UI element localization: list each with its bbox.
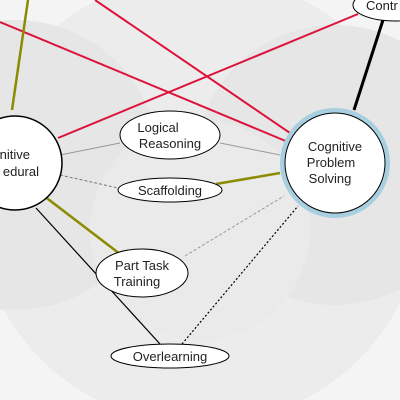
node-cognitive-problem-solving[interactable]: Cognitive Problem Solving <box>280 108 390 218</box>
edge-black-control-to-problem-solving <box>352 19 385 111</box>
edge-dashed-part-task-problem-solving <box>184 195 285 257</box>
node-logical-reasoning-shape <box>119 110 221 160</box>
node-logical-reasoning-label-1: Logical <box>137 120 178 135</box>
node-overlearning-label: Overlearning <box>133 349 207 364</box>
edge-olive-scaffolding-problem-solving <box>215 171 281 186</box>
edge-red-top-left-to-problem-solving <box>0 21 289 143</box>
node-overlearning[interactable]: Overlearning <box>110 343 230 369</box>
edge-gray-logical-problem-solving <box>219 142 281 156</box>
node-cognitive-procedural-label-1: nitive <box>0 147 30 162</box>
node-cognitive-procedural[interactable]: nitive edural <box>0 115 63 211</box>
edge-red-procedural-to-control <box>57 13 359 139</box>
node-part-task-training-label-2: Training <box>114 274 160 289</box>
node-logical-reasoning-label-2: Reasoning <box>139 136 201 151</box>
node-scaffolding-label: Scaffolding <box>138 183 202 198</box>
node-part-task-training-shape <box>95 248 189 298</box>
node-part-task-training-label-1: Part Task <box>115 258 169 273</box>
edge-red-top-to-problem-solving <box>94 0 291 134</box>
node-part-task-training[interactable]: Part Task Training <box>95 248 189 298</box>
edges <box>0 0 385 345</box>
edge-olive-procedural-part-task <box>43 195 121 255</box>
node-cognitive-problem-solving-label-2: Problem <box>307 155 355 170</box>
node-scaffolding-shape <box>117 177 223 203</box>
node-control[interactable]: Contr <box>352 0 400 22</box>
edge-gray-procedural-logical <box>59 142 121 156</box>
node-cognitive-procedural-label-2: edural <box>3 164 39 179</box>
node-control-label: Contr <box>366 0 398 13</box>
node-cognitive-problem-solving-shape <box>284 112 386 214</box>
node-logical-reasoning[interactable]: Logical Reasoning <box>119 110 221 160</box>
node-cognitive-problem-solving-label-1: Cognitive <box>308 139 362 154</box>
node-overlearning-shape <box>110 343 230 369</box>
node-cognitive-procedural-shape <box>0 115 63 211</box>
edge-olive-top-to-procedural <box>10 0 30 111</box>
node-cognitive-problem-solving-label-3: Solving <box>309 171 352 186</box>
node-scaffolding[interactable]: Scaffolding <box>117 177 223 203</box>
node-control-shape <box>352 0 400 22</box>
